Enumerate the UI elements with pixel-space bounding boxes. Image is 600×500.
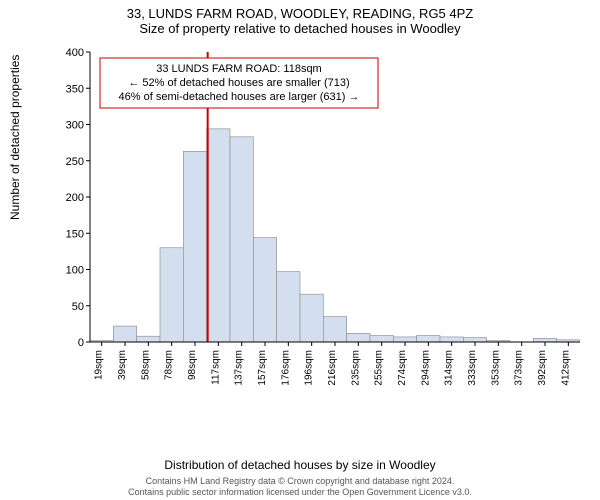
x-tick-label: 255sqm bbox=[374, 350, 385, 386]
y-tick-label: 250 bbox=[66, 156, 84, 168]
x-tick-label: 58sqm bbox=[140, 350, 151, 380]
x-tick-label: 373sqm bbox=[514, 350, 525, 386]
x-tick-label: 176sqm bbox=[280, 350, 291, 386]
bar bbox=[160, 248, 183, 342]
bar bbox=[463, 338, 486, 342]
bar bbox=[137, 336, 160, 342]
x-tick-label: 353sqm bbox=[490, 350, 501, 386]
x-tick-label: 216sqm bbox=[327, 350, 338, 386]
x-tick-label: 294sqm bbox=[420, 350, 431, 386]
bar bbox=[207, 129, 230, 342]
x-tick-label: 235sqm bbox=[350, 350, 361, 386]
x-tick-label: 314sqm bbox=[444, 350, 455, 386]
chart-svg: 0 50 100 150 200 250 300 350 400 19sqm 39sqm 58sqm 7… bbox=[60, 48, 580, 398]
y-tick-label: 150 bbox=[66, 228, 84, 240]
annotation-line: ← 52% of detached houses are smaller (71… bbox=[128, 77, 349, 89]
chart-container: 33, LUNDS FARM ROAD, WOODLEY, READING, R… bbox=[0, 0, 600, 500]
bar bbox=[323, 317, 346, 342]
y-tick-label: 200 bbox=[66, 192, 84, 204]
bar bbox=[370, 335, 393, 342]
bar bbox=[417, 335, 440, 342]
bar bbox=[183, 151, 206, 342]
x-tick-label: 196sqm bbox=[304, 350, 315, 386]
x-tick-label: 157sqm bbox=[257, 350, 268, 386]
bar bbox=[113, 326, 136, 342]
x-tick-label: 412sqm bbox=[560, 350, 571, 386]
x-tick-label: 117sqm bbox=[210, 350, 221, 385]
x-tick-label: 274sqm bbox=[397, 350, 408, 386]
bar bbox=[253, 238, 276, 342]
x-axis-label: Distribution of detached houses by size … bbox=[0, 458, 600, 472]
y-tick-label: 300 bbox=[66, 120, 84, 132]
attribution: Contains HM Land Registry data © Crown c… bbox=[0, 476, 600, 498]
plot-area: 0 50 100 150 200 250 300 350 400 19sqm 39sqm 58sqm 7… bbox=[60, 48, 580, 398]
x-tick-label: 392sqm bbox=[537, 350, 548, 386]
y-tick-label: 350 bbox=[66, 83, 84, 95]
bar bbox=[230, 137, 253, 342]
x-tick-label: 137sqm bbox=[234, 350, 245, 386]
title-block: 33, LUNDS FARM ROAD, WOODLEY, READING, R… bbox=[0, 0, 600, 36]
y-axis-label: Number of detached properties bbox=[8, 55, 22, 220]
y-tick-label: 0 bbox=[78, 337, 84, 349]
y-tick-label: 400 bbox=[66, 48, 84, 59]
title-subtitle: Size of property relative to detached ho… bbox=[0, 21, 600, 36]
bar bbox=[393, 337, 416, 342]
x-tick-label: 98sqm bbox=[187, 350, 198, 380]
bar bbox=[277, 272, 300, 342]
bar bbox=[440, 337, 463, 342]
x-tick-label: 333sqm bbox=[467, 350, 478, 386]
annotation-line: 33 LUNDS FARM ROAD: 118sqm bbox=[156, 63, 321, 75]
bar bbox=[533, 338, 556, 342]
attribution-line2: Contains public sector information licen… bbox=[0, 487, 600, 498]
y-tick-label: 50 bbox=[72, 301, 84, 313]
bar bbox=[300, 294, 323, 342]
x-tick-label: 39sqm bbox=[117, 350, 128, 380]
x-tick-label: 78sqm bbox=[164, 350, 175, 380]
title-address: 33, LUNDS FARM ROAD, WOODLEY, READING, R… bbox=[0, 6, 600, 21]
annotation-line: 46% of semi-detached houses are larger (… bbox=[119, 91, 360, 103]
y-tick-label: 100 bbox=[66, 265, 84, 277]
x-tick-label: 19sqm bbox=[94, 350, 105, 380]
bar bbox=[347, 333, 370, 342]
attribution-line1: Contains HM Land Registry data © Crown c… bbox=[0, 476, 600, 487]
